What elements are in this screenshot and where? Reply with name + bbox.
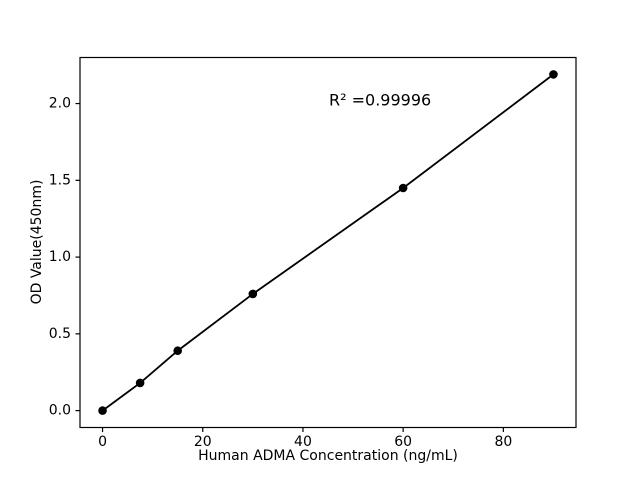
x-tick-label: 80 xyxy=(494,434,512,450)
data-point-marker xyxy=(173,346,182,356)
x-tick-label: 60 xyxy=(394,434,412,450)
axes-spines xyxy=(79,56,577,429)
x-tick-label: 0 xyxy=(98,434,107,450)
y-tick-label: 2.0 xyxy=(49,96,71,112)
data-point-marker xyxy=(549,70,558,79)
y-tick-label: 1.5 xyxy=(49,172,71,188)
fit-line xyxy=(101,73,555,412)
y-tick-label: 0.5 xyxy=(49,326,71,342)
x-tick-label: 20 xyxy=(194,434,212,450)
y-tick-label: 0.0 xyxy=(49,403,71,419)
data-point-marker xyxy=(135,378,145,388)
data-point-marker xyxy=(98,406,107,415)
data-point-marker xyxy=(398,183,408,193)
data-point-marker xyxy=(248,289,258,299)
y-tick-label: 1.0 xyxy=(49,249,71,265)
x-tick-label: 40 xyxy=(294,434,312,450)
